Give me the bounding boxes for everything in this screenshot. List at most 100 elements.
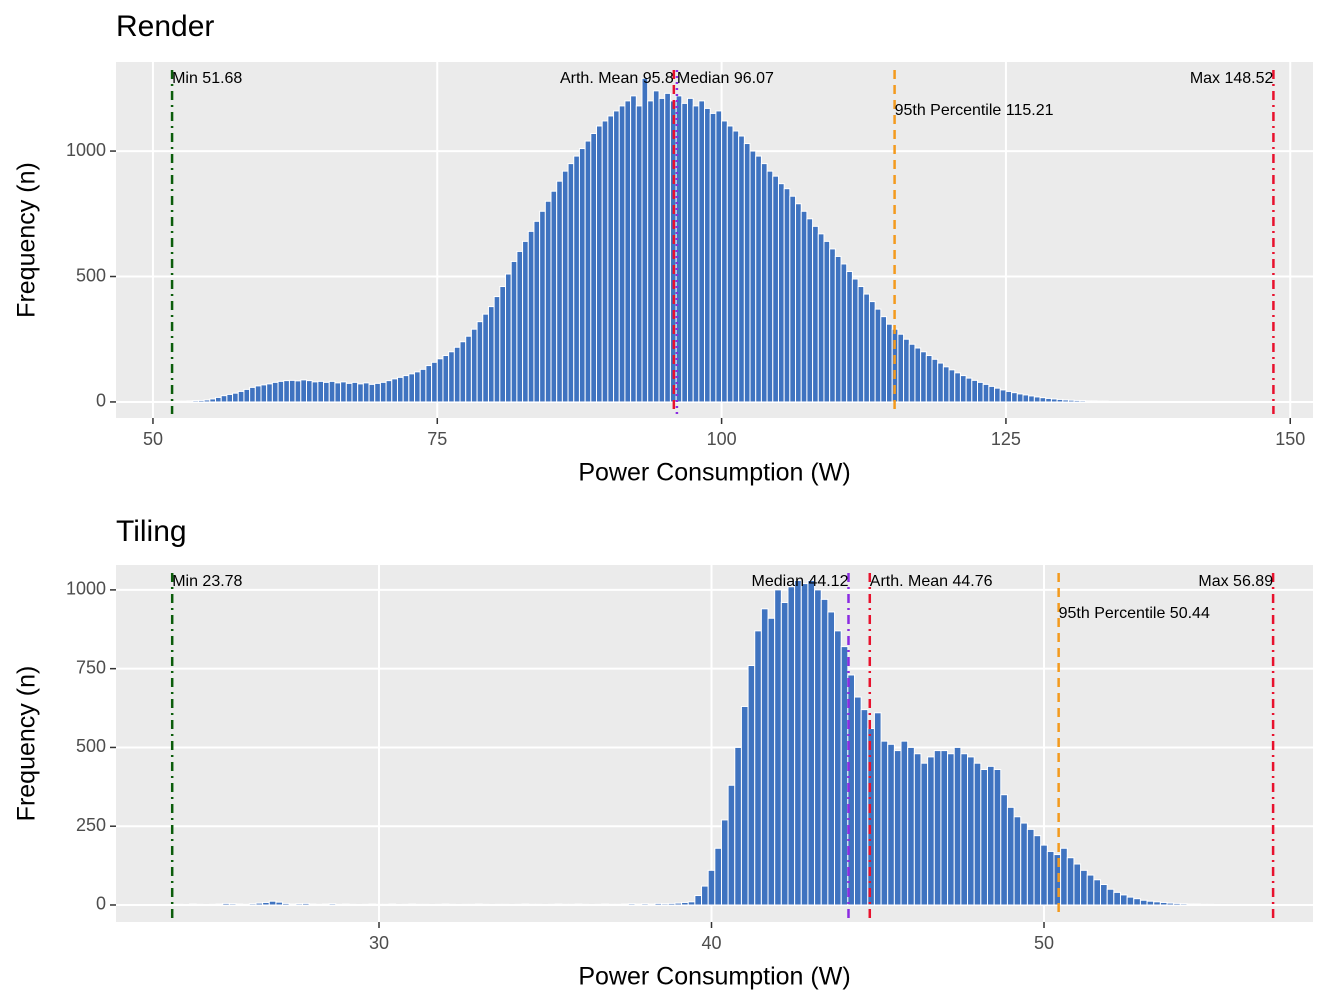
bar	[624, 100, 632, 403]
bar	[749, 150, 757, 403]
bar	[311, 381, 319, 403]
bar	[942, 366, 950, 403]
bar	[920, 351, 927, 403]
bar	[766, 170, 774, 403]
x-tick-label: 30	[369, 933, 389, 953]
bar	[704, 107, 711, 403]
bar	[544, 200, 552, 403]
bar	[721, 120, 728, 403]
bar	[814, 589, 822, 906]
bar	[402, 375, 410, 403]
bar	[953, 746, 962, 906]
bar	[302, 902, 310, 906]
y-tick-label: 500	[76, 265, 106, 285]
bar	[435, 903, 443, 906]
bar	[275, 901, 284, 906]
bar	[357, 383, 364, 403]
bar	[1033, 835, 1042, 906]
bar	[698, 100, 706, 403]
bar	[1119, 894, 1128, 906]
bar	[1028, 395, 1035, 403]
bar	[863, 293, 870, 403]
y-tick-label: 1000	[66, 579, 106, 599]
bar	[1159, 901, 1168, 906]
bar	[973, 762, 982, 906]
panel: Render 0 500 1000 50 75 100 125 150 Min 51.68 Arth…	[13, 10, 1313, 487]
y-tick-label: 500	[76, 736, 106, 756]
bar	[169, 400, 177, 403]
bar	[255, 902, 264, 906]
bar	[594, 903, 603, 906]
bar	[421, 903, 430, 906]
bar	[385, 380, 393, 403]
bar	[249, 386, 256, 403]
bar	[1045, 397, 1052, 403]
bar	[528, 903, 536, 906]
bar	[789, 195, 797, 403]
y-axis-title: Frequency (n)	[13, 162, 41, 318]
y-tick-label: 0	[96, 391, 106, 411]
bar	[880, 740, 889, 906]
bar	[1039, 397, 1047, 403]
bar	[1022, 394, 1030, 403]
bar	[674, 902, 683, 906]
bar	[777, 183, 785, 403]
bar	[574, 903, 583, 906]
bar	[470, 328, 478, 403]
bar	[408, 903, 417, 906]
bar	[1066, 857, 1075, 906]
bar	[453, 346, 461, 403]
bar	[661, 903, 669, 906]
reference-label: Min 23.78	[172, 573, 242, 590]
bar	[812, 225, 819, 403]
bar	[368, 903, 377, 906]
bar	[195, 903, 204, 906]
bar	[806, 218, 814, 403]
bar	[1050, 398, 1058, 403]
bar	[567, 163, 575, 403]
bar	[294, 380, 302, 403]
bar	[282, 902, 290, 906]
y-axis-title: Frequency (n)	[13, 666, 41, 822]
bar	[277, 380, 285, 403]
y-tick-label: 1000	[66, 140, 106, 160]
bar	[641, 903, 649, 906]
bar	[388, 903, 397, 906]
bar	[436, 358, 444, 403]
bar	[886, 323, 893, 403]
bar	[948, 369, 956, 403]
bar	[707, 869, 716, 906]
bar	[967, 756, 975, 906]
x-tick-label: 125	[991, 429, 1021, 449]
bar	[510, 260, 518, 403]
bar	[694, 895, 703, 906]
bar	[709, 112, 717, 403]
bar	[441, 903, 450, 906]
bar	[846, 270, 853, 403]
bar	[601, 903, 609, 906]
bar	[760, 163, 768, 403]
bar	[976, 381, 984, 403]
bar	[1166, 902, 1175, 906]
bar	[362, 382, 370, 403]
bar	[573, 155, 580, 403]
bar	[920, 762, 929, 906]
bar	[1119, 400, 1126, 403]
bar	[1062, 399, 1069, 403]
bar	[959, 375, 967, 403]
bar	[381, 903, 390, 906]
bar	[260, 384, 268, 403]
bar	[578, 148, 586, 403]
bar	[621, 903, 629, 906]
bar	[1026, 828, 1035, 906]
bar	[1193, 903, 1201, 906]
bar	[581, 903, 589, 906]
bar	[419, 368, 427, 403]
bar	[408, 373, 416, 403]
bar	[465, 335, 472, 403]
bar	[568, 903, 576, 906]
reference-label: Median 44.12	[752, 573, 849, 590]
bar	[880, 316, 888, 403]
bar	[499, 286, 507, 403]
bar	[1073, 863, 1082, 906]
